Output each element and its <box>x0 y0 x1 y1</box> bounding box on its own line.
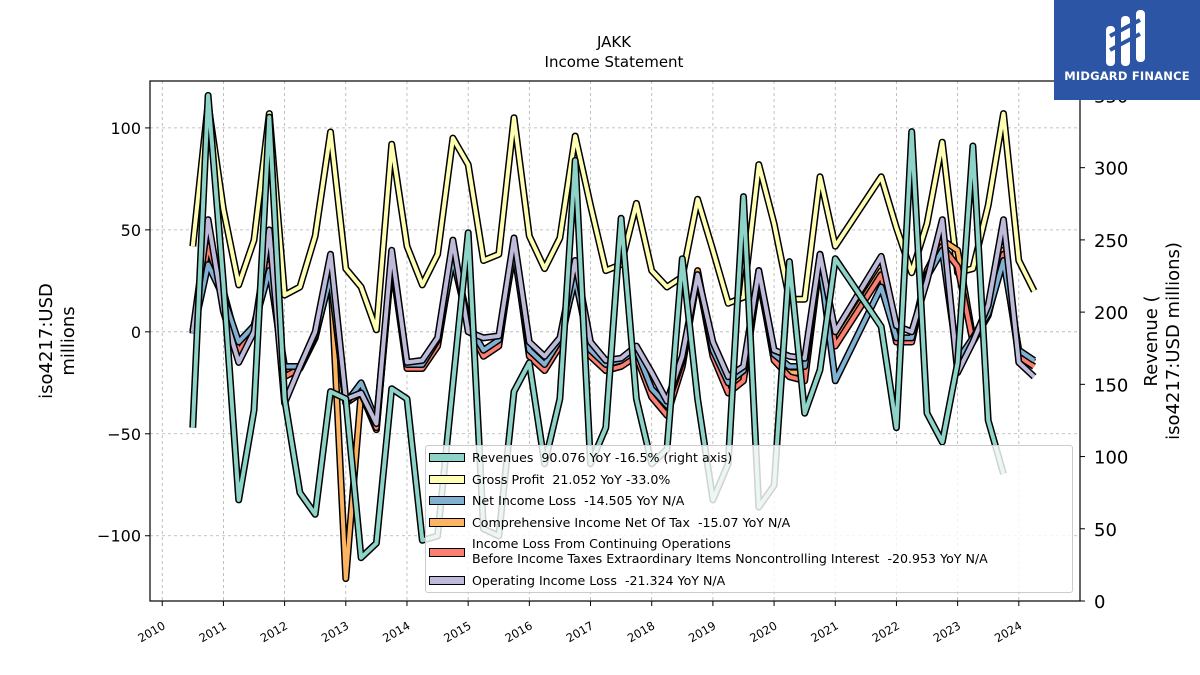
legend-item-income-loss-continuing: Income Loss From Continuing Operations B… <box>426 534 1072 572</box>
series-line <box>190 93 1006 560</box>
midgard-logo-icon <box>1106 10 1145 66</box>
right-axis-ticks: 350300250200150100500 <box>1080 86 1128 613</box>
series-line <box>190 101 1036 332</box>
legend-item-revenues: Revenues 90.076 YoY -16.5% (right axis) <box>426 448 1072 468</box>
legend-swatch <box>429 475 465 484</box>
right-axis-label: Revenue (iso4217:USD millions) <box>1141 242 1184 440</box>
left-tick-label: 100 <box>110 119 141 138</box>
chart-subtitle: Income Statement <box>545 53 684 71</box>
series-gross-profit <box>189 99 1038 334</box>
legend-item-net-income-loss: Net Income Loss -14.505 YoY N/A <box>426 491 1072 511</box>
series-layer <box>189 91 1038 583</box>
left-axis-ticks: 100 50 0 −50 −100 <box>97 119 150 546</box>
x-tick-label: 2017 <box>564 618 596 645</box>
left-tick-label: −50 <box>107 425 141 444</box>
legend-item-operating-income-loss: Operating Income Loss -21.324 YoY N/A <box>426 571 1072 591</box>
legend: Revenues 90.076 YoY -16.5% (right axis) … <box>425 445 1073 593</box>
x-axis-ticks: 2010 2011 2012 2013 2014 2015 2016 2017 2018 2019… <box>135 601 1024 645</box>
legend-label: Gross Profit 21.052 YoY -33.0% <box>472 472 671 487</box>
right-tick-label: 150 <box>1094 375 1128 396</box>
legend-swatch <box>429 518 465 527</box>
right-tick-label: 200 <box>1094 303 1128 324</box>
legend-label: Net Income Loss -14.505 YoY N/A <box>472 493 685 508</box>
x-tick-label: 2011 <box>197 618 229 645</box>
left-tick-label: 50 <box>121 221 141 240</box>
right-tick-label: 100 <box>1094 448 1128 469</box>
x-tick-label: 2021 <box>808 618 840 645</box>
right-tick-label: 250 <box>1094 231 1128 252</box>
left-axis-label: iso4217:USDmillions <box>36 283 79 399</box>
chart-title: JAKK <box>596 33 632 51</box>
plot-frame <box>149 80 1081 602</box>
x-tick-label: 2022 <box>870 618 902 645</box>
legend-swatch <box>429 576 465 585</box>
logo-text: MIDGARD FINANCE <box>1064 69 1190 83</box>
legend-swatch <box>429 548 465 557</box>
left-tick-label: 0 <box>131 323 141 342</box>
x-tick-label: 2019 <box>686 618 718 645</box>
x-tick-label: 2012 <box>258 618 290 645</box>
legend-item-gross-profit: Gross Profit 21.052 YoY -33.0% <box>426 470 1072 490</box>
right-tick-label: 50 <box>1094 520 1117 541</box>
x-tick-label: 2024 <box>992 618 1024 645</box>
x-tick-label: 2020 <box>747 618 779 645</box>
legend-label: Revenues 90.076 YoY -16.5% (right axis) <box>472 450 733 465</box>
right-tick-label: 0 <box>1094 592 1105 613</box>
x-tick-label: 2016 <box>502 618 534 645</box>
x-tick-label: 2010 <box>135 618 167 645</box>
legend-label: Comprehensive Income Net Of Tax -15.07 Y… <box>472 515 791 530</box>
legend-label: Operating Income Loss -21.324 YoY N/A <box>472 573 726 588</box>
x-tick-label: 2013 <box>319 618 351 645</box>
midgard-logo: MIDGARD FINANCE <box>1054 0 1200 100</box>
legend-swatch <box>429 453 465 462</box>
x-tick-label: 2014 <box>380 618 412 645</box>
right-tick-label: 300 <box>1094 159 1128 180</box>
left-tick-label: −100 <box>97 527 141 546</box>
x-tick-label: 2023 <box>931 618 963 645</box>
legend-label: Income Loss From Continuing Operations B… <box>472 536 988 566</box>
x-tick-label: 2018 <box>625 618 657 645</box>
x-tick-label: 2015 <box>441 618 473 645</box>
legend-item-comprehensive-income: Comprehensive Income Net Of Tax -15.07 Y… <box>426 513 1072 533</box>
series-revenues <box>189 91 1007 562</box>
legend-swatch <box>429 496 465 505</box>
